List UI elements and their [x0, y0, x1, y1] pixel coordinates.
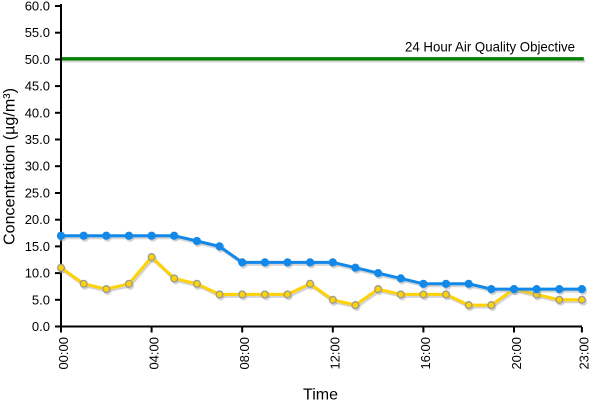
- svg-text:12:00: 12:00: [328, 337, 343, 370]
- svg-text:24 Hour Air Quality Objective: 24 Hour Air Quality Objective: [405, 39, 575, 55]
- svg-text:16:00: 16:00: [418, 337, 433, 370]
- svg-text:25.0: 25.0: [25, 186, 50, 201]
- svg-text:50.0: 50.0: [25, 52, 50, 67]
- svg-text:40.0: 40.0: [25, 105, 50, 120]
- svg-text:5.0: 5.0: [32, 292, 50, 307]
- svg-text:Time: Time: [303, 387, 338, 400]
- svg-text:04:00: 04:00: [146, 337, 161, 370]
- svg-text:60.0: 60.0: [25, 0, 50, 14]
- svg-text:00:00: 00:00: [56, 337, 71, 370]
- svg-text:0.0: 0.0: [32, 319, 50, 334]
- svg-text:55.0: 55.0: [25, 25, 50, 40]
- svg-text:23:00: 23:00: [577, 337, 592, 370]
- svg-text:30.0: 30.0: [25, 159, 50, 174]
- svg-text:08:00: 08:00: [237, 337, 252, 370]
- svg-text:45.0: 45.0: [25, 79, 50, 94]
- svg-text:35.0: 35.0: [25, 132, 50, 147]
- svg-text:20:00: 20:00: [509, 337, 524, 370]
- svg-text:10.0: 10.0: [25, 266, 50, 281]
- svg-text:20.0: 20.0: [25, 212, 50, 227]
- svg-text:Concentration (µg/m³): Concentration (µg/m³): [2, 88, 19, 245]
- svg-text:15.0: 15.0: [25, 239, 50, 254]
